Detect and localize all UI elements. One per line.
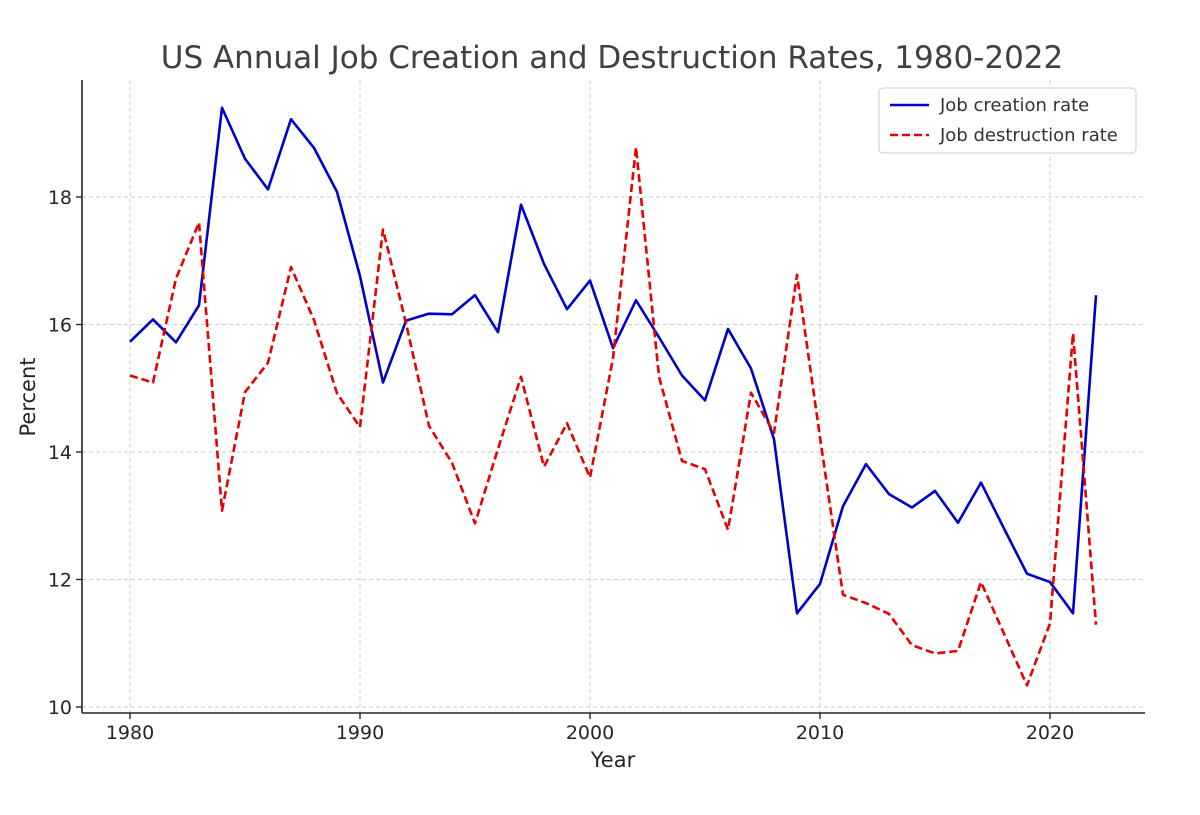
y-axis-ticks: 10 12 14 16 18 [48, 187, 82, 719]
x-tick-label: 1990 [336, 722, 384, 744]
series-line-job-creation-rate [129, 106, 1098, 615]
y-tick-label: 16 [48, 315, 72, 337]
x-axis-ticks: 1980 1990 2000 2010 2020 [106, 713, 1074, 744]
x-tick-label: 1980 [106, 722, 154, 744]
grid [82, 80, 1145, 713]
y-tick-label: 14 [48, 442, 72, 464]
y-tick-label: 18 [48, 187, 72, 209]
y-axis-label: Percent [16, 357, 40, 436]
legend-box [878, 87, 1137, 154]
y-tick-label: 12 [48, 570, 72, 592]
axes-spines [81, 80, 1145, 714]
x-tick-label: 2020 [1026, 722, 1074, 744]
x-tick-label: 2000 [566, 722, 614, 744]
chart-title: US Annual Job Creation and Destruction R… [161, 40, 1064, 76]
series-lines [129, 106, 1098, 687]
x-axis-label: Year [590, 748, 636, 772]
legend: Job creation rate Job destruction rate [878, 87, 1137, 154]
series-line-job-destruction-rate [129, 145, 1098, 687]
y-tick-label: 10 [48, 697, 72, 719]
legend-label-job-destruction: Job destruction rate [939, 125, 1118, 146]
x-tick-label: 2010 [796, 722, 844, 744]
legend-label-job-creation: Job creation rate [939, 95, 1089, 116]
